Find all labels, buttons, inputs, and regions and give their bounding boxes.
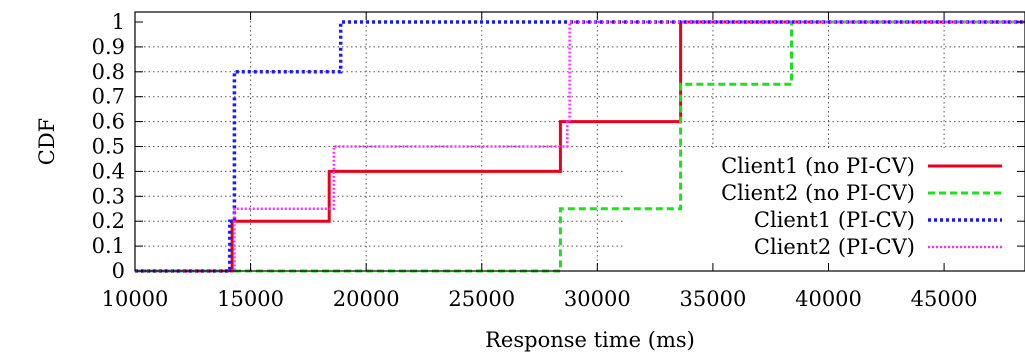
plot-frame [134, 11, 1025, 272]
y-tick-label: 0.1 [92, 234, 125, 258]
x-tick-label: 40000 [795, 287, 862, 311]
legend: Client1 (no PI-CV) Client2 (no PI-CV) Clie… [721, 154, 1002, 259]
y-tick-label: 0 [112, 259, 125, 283]
y-tick-label: 1 [112, 10, 125, 34]
x-tick-label: 25000 [448, 287, 515, 311]
y-tick-label: 0.9 [92, 35, 125, 59]
y-tick-label: 0.6 [92, 110, 125, 134]
series-line-client2-no-pi-cv [135, 20, 1025, 273]
y-tick-label: 0.7 [92, 85, 125, 109]
series-line-client1-pi-cv [135, 20, 1025, 273]
y-tick-label: 0.2 [92, 209, 125, 233]
y-tick-label: 0.5 [92, 135, 125, 159]
x-tick-label: 20000 [333, 287, 400, 311]
x-axis-label: Response time (ms) [485, 328, 695, 352]
x-tick-label: 30000 [564, 287, 631, 311]
legend-label: Client2 (PI-CV) [754, 235, 915, 259]
x-tick-label: 35000 [680, 287, 747, 311]
series-line-client2-pi-cv [135, 20, 1025, 273]
axis-ticks: 00.10.20.30.40.50.60.70.80.91 10000 15000 2… [92, 10, 1025, 311]
y-tick-label: 0.3 [92, 184, 125, 208]
legend-label: Client2 (no PI-CV) [721, 181, 915, 205]
legend-label: Client1 (PI-CV) [754, 208, 915, 232]
x-tick-label: 45000 [911, 287, 978, 311]
x-tick-label: 10000 [102, 287, 169, 311]
series-lines [135, 20, 1025, 273]
legend-label: Client1 (no PI-CV) [721, 154, 915, 178]
y-tick-label: 0.8 [92, 60, 125, 84]
y-axis-label: CDF [35, 118, 59, 165]
grid [135, 12, 1025, 271]
y-tick-label: 0.4 [92, 159, 125, 183]
x-tick-label: 15000 [217, 287, 284, 311]
series-line-client1-no-pi-cv [135, 20, 1025, 273]
